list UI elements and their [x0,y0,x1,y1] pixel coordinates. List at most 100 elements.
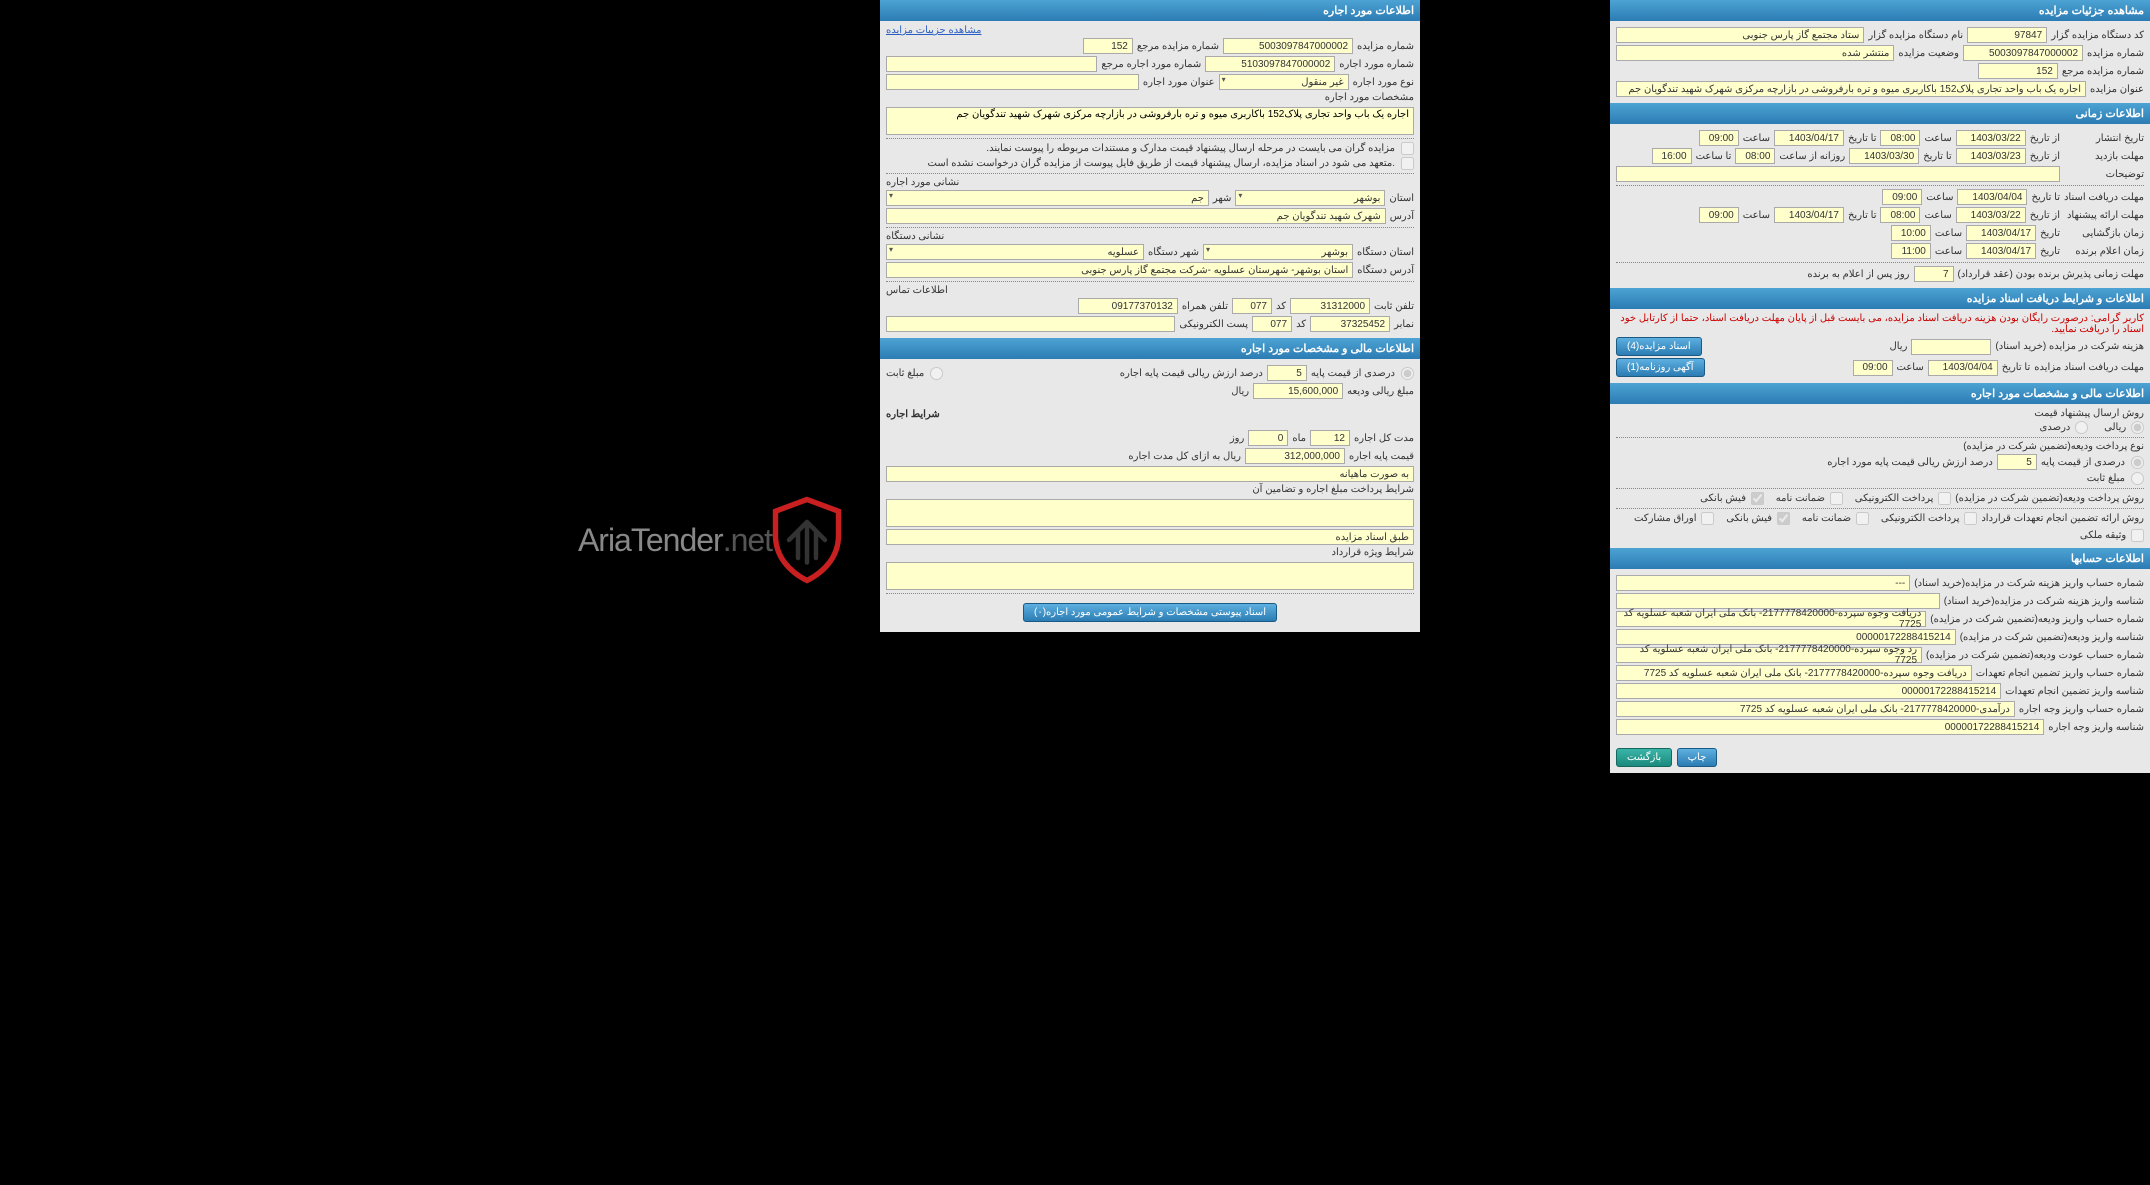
chk-electronic-2[interactable]: پرداخت الکترونیکی [1881,512,1977,525]
field-org-province[interactable]: بوشهر [1203,244,1353,260]
field-acc9: 00000172288415214 [1616,719,2044,735]
field-org-city[interactable]: عسلویه [886,244,1144,260]
label-publish: تاریخ انتشار [2064,133,2144,144]
label-doc-receive: مهلت دریافت اسناد [2064,192,2144,203]
chk-no-file[interactable] [1401,157,1414,170]
field-open-time: 10:00 [1891,225,1931,241]
chk-securities[interactable]: اوراق مشارکت [1634,512,1714,525]
back-button[interactable]: بازگشت [1616,748,1672,767]
label-acc5: شماره حساب عودت ودیعه(تضمین شرکت در مزای… [1926,650,2144,661]
label-percent-suffix: درصد ارزش ریالی قیمت پایه مورد اجاره [1827,457,1993,468]
field-per-docs: طبق اسناد مزایده [886,529,1414,545]
label-rent-title: عنوان مورد اجاره [1143,77,1215,88]
field-rent-type[interactable]: غیر منقول [1219,74,1349,90]
label-time-4: ساعت [1924,210,1951,221]
field-offer-from-date: 1403/03/22 [1956,207,2026,223]
label-email: پست الکترونیکی [1179,319,1248,330]
label-time-3: ساعت [1926,192,1953,203]
label-fixed: مبلغ ثابت [2087,473,2125,484]
field-payment-terms[interactable] [886,499,1414,527]
label-acc6: شماره حساب واریز تضمین انجام تعهدات [1976,668,2144,679]
field-percent: 5 [1997,454,2037,470]
field-ref-no: 152 [1978,63,2058,79]
chk-electronic-1[interactable]: پرداخت الکترونیکی [1855,492,1951,505]
label-fax: نمابر [1394,319,1414,330]
chk-guarantee-2[interactable]: ضمانت نامه [1802,512,1869,525]
label-org-address: نشانی دستگاه [886,231,1414,242]
label-daily-from: روزانه از ساعت [1779,151,1845,162]
auction-docs-button[interactable]: اسناد مزایده(4) [1616,337,1702,356]
logo-text: AriaTender.net [578,522,772,559]
field-month: 12 [1310,430,1350,446]
label-org: نام دستگاه مزایده گزار [1868,30,1963,41]
field-title: اجاره یک باب واحد تجاری پلاک152 باکاربری… [1616,81,2086,97]
field-offer-to-time: 09:00 [1699,207,1739,223]
field-doc-deadline-time: 09:00 [1853,360,1893,376]
label-open: زمان بازگشایی [2064,228,2144,239]
label-time-1: ساعت [1924,133,1951,144]
field-participation-fee [1911,339,1991,355]
field-acc1: --- [1616,575,1910,591]
field-city[interactable]: جم [886,190,1209,206]
label-acceptance-suffix: روز پس از اعلام به برنده [1807,269,1909,280]
label-phone-code: کد [1276,301,1286,312]
chk-bank-2[interactable]: فیش بانکی [1726,512,1790,525]
field-special[interactable] [886,562,1414,590]
radio-fixed[interactable] [2131,472,2144,485]
chk-attach-docs[interactable] [1401,142,1414,155]
details-link[interactable]: مشاهده جزییات مزایده [886,25,982,36]
field-spec[interactable] [886,107,1414,135]
label-time-7: ساعت [1935,246,1962,257]
field-acc8: درآمدی-2177778420000- بانک ملی ایران شعب… [1616,701,2015,717]
chk-bank-1[interactable]: فیش بانکی [1700,492,1764,505]
label-fixed-2: مبلغ ثابت [886,368,924,379]
label-time-8: ساعت [1897,362,1924,373]
field-doc-to-time: 09:00 [1882,189,1922,205]
field-fax-code: 077 [1252,316,1292,332]
field-acceptance: 7 [1914,266,1954,282]
shield-icon [762,495,852,585]
radio-percent-base[interactable] [2131,456,2144,469]
label-address: نشانی مورد اجاره [886,177,1414,188]
field-phone: 31312000 [1290,298,1370,314]
radio-percent[interactable]: درصدی [2040,421,2089,434]
chk-guarantee-1[interactable]: ضمانت نامه [1776,492,1843,505]
header-auction-details: مشاهده جزئیات مزایده [1610,0,2150,21]
label-contact: اطلاعات تماس [886,285,1414,296]
label-acc3: شماره حساب واریز ودیعه(تضمین شرکت در مزا… [1930,614,2144,625]
field-auction-no: 5003097847000002 [1963,45,2083,61]
label-time-5: ساعت [1743,210,1770,221]
label-doc-deadline: مهلت دریافت اسناد مزایده [2034,362,2144,373]
chk-property[interactable]: وثیقه ملکی [2080,529,2144,542]
label-deposit: مبلغ ریالی ودیعه [1347,386,1414,397]
field-province[interactable]: بوشهر [1235,190,1385,206]
field-daily-from: 08:00 [1735,148,1775,164]
label-contract-method: روش ارائه تضمین انجام تعهدات قرارداد [1981,513,2144,524]
label-day: روز [1230,433,1245,444]
radio-rial[interactable]: ریالی [2104,421,2144,434]
field-offer-from-time: 08:00 [1880,207,1920,223]
field-fax: 37325452 [1310,316,1390,332]
auction-details-panel: مشاهده جزئیات مزایده کد دستگاه مزایده گز… [1610,0,2150,773]
header-time-info: اطلاعات زمانی [1610,103,2150,124]
label-ref-no: شماره مزایده مرجع [2062,66,2144,77]
attach-docs-button[interactable]: اسناد پیوستی مشخصات و شرایط عمومی مورد ا… [1023,603,1277,622]
field-rent-ref [886,56,1097,72]
label-rial-1: ریال [1889,341,1907,352]
label-base-price: قیمت پایه اجاره [1349,451,1414,462]
field-ref-2: 152 [1083,38,1133,54]
radio-percent-2[interactable] [1401,367,1414,380]
label-acc2: شناسه واریز هزینه شرکت در مزایده(خرید اس… [1944,596,2144,607]
field-doc-deadline-date: 1403/04/04 [1928,360,1998,376]
field-winner-date: 1403/04/17 [1966,243,2036,259]
label-to-date-4: تا تاریخ [1848,210,1877,221]
field-notes [1616,166,2060,182]
header-rent-info: اطلاعات مورد اجاره [880,0,1420,21]
field-publish-to-time: 09:00 [1699,130,1739,146]
label-acc1: شماره حساب واریز هزینه شرکت در مزایده(خر… [1914,578,2144,589]
print-button[interactable]: چاپ [1677,748,1718,767]
radio-fixed-2[interactable] [930,367,943,380]
header-financial-spec-1: اطلاعات مالی و مشخصات مورد اجاره [1610,383,2150,404]
label-percent-base: درصدی از قیمت پایه [2041,457,2125,468]
newspaper-button[interactable]: آگهی روزنامه(1) [1616,358,1705,377]
